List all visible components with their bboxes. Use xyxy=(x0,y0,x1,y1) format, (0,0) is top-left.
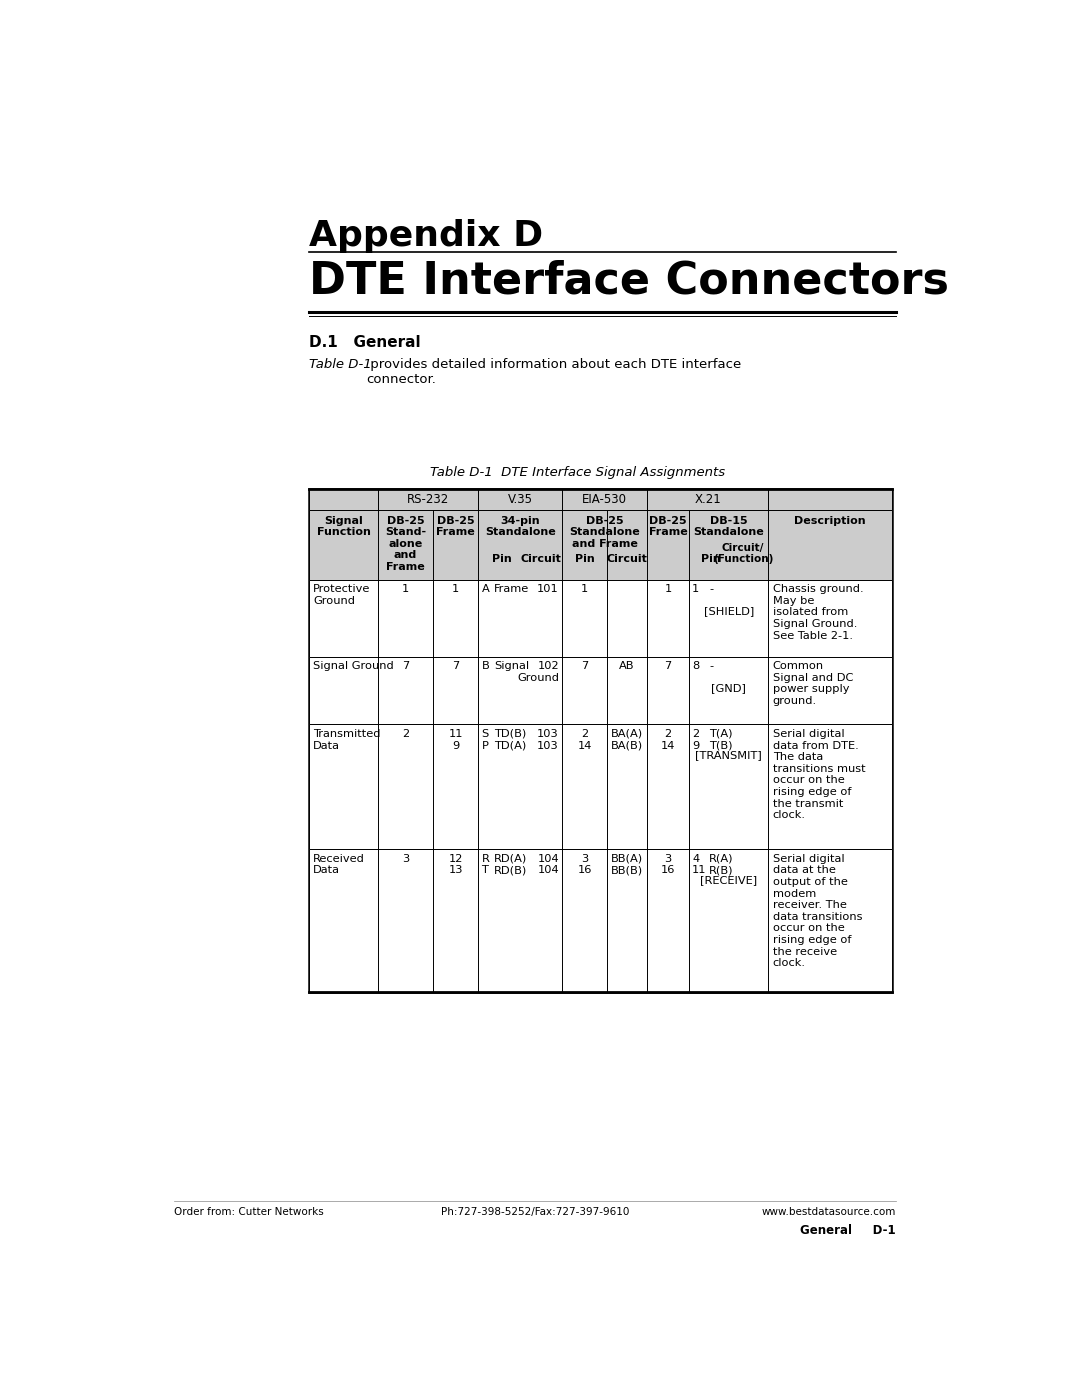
Text: 11
9: 11 9 xyxy=(448,729,463,750)
Text: Pin: Pin xyxy=(701,555,721,564)
Text: Frame: Frame xyxy=(494,584,529,594)
Text: A: A xyxy=(482,584,489,594)
Bar xyxy=(309,489,378,510)
Bar xyxy=(768,489,892,510)
Text: DB-25
Standalone
and Frame: DB-25 Standalone and Frame xyxy=(569,515,640,549)
Bar xyxy=(309,489,892,992)
Text: R(A)
R(B): R(A) R(B) xyxy=(710,854,733,876)
Text: V.35: V.35 xyxy=(508,493,532,506)
Text: Signal Ground: Signal Ground xyxy=(313,661,394,671)
Text: B: B xyxy=(482,661,489,671)
Text: 4
11: 4 11 xyxy=(692,854,706,876)
Text: R
T: R T xyxy=(482,854,489,876)
Bar xyxy=(378,489,478,510)
Text: www.bestdatasource.com: www.bestdatasource.com xyxy=(761,1207,896,1217)
Text: 1: 1 xyxy=(402,584,409,594)
Text: Serial digital
data at the
output of the
modem
receiver. The
data transitions
oc: Serial digital data at the output of the… xyxy=(773,854,862,968)
Text: DB-25
Frame: DB-25 Frame xyxy=(649,515,688,538)
Text: [TRANSMIT]: [TRANSMIT] xyxy=(696,750,762,760)
Text: X.21: X.21 xyxy=(694,493,721,506)
Text: DB-15
Standalone: DB-15 Standalone xyxy=(693,515,764,538)
Text: DTE Interface Connectors: DTE Interface Connectors xyxy=(309,260,949,302)
Text: 3
16: 3 16 xyxy=(578,854,592,876)
Text: 2
14: 2 14 xyxy=(661,729,675,750)
Text: 1: 1 xyxy=(581,584,589,594)
Text: EIA-530: EIA-530 xyxy=(582,493,627,506)
Text: RD(A)
RD(B): RD(A) RD(B) xyxy=(494,854,527,876)
Text: [SHIELD]: [SHIELD] xyxy=(703,606,754,616)
Text: provides detailed information about each DTE interface
connector.: provides detailed information about each… xyxy=(366,358,741,386)
Text: Common
Signal and DC
power supply
ground.: Common Signal and DC power supply ground… xyxy=(773,661,853,705)
Text: [RECEIVE]: [RECEIVE] xyxy=(700,876,757,886)
Text: 1: 1 xyxy=(692,584,700,594)
Text: 34-pin
Standalone: 34-pin Standalone xyxy=(485,515,555,538)
Bar xyxy=(309,510,892,580)
Text: 7: 7 xyxy=(664,661,672,671)
Text: BB(A)
BB(B): BB(A) BB(B) xyxy=(611,854,644,876)
Text: 2: 2 xyxy=(402,729,409,739)
Text: [GND]: [GND] xyxy=(712,683,746,693)
Text: Circuit: Circuit xyxy=(607,555,648,564)
Text: 8: 8 xyxy=(692,661,700,671)
Text: 104
104: 104 104 xyxy=(538,854,559,876)
Text: Circuit: Circuit xyxy=(521,555,562,564)
Text: RS-232: RS-232 xyxy=(407,493,449,506)
Text: AB: AB xyxy=(619,661,635,671)
Text: Received
Data: Received Data xyxy=(313,854,365,876)
Text: Serial digital
data from DTE.
The data
transitions must
occur on the
rising edge: Serial digital data from DTE. The data t… xyxy=(773,729,865,820)
Text: 1: 1 xyxy=(664,584,672,594)
Text: 1: 1 xyxy=(453,584,459,594)
Text: Appendix D: Appendix D xyxy=(309,219,543,253)
Text: 7: 7 xyxy=(581,661,589,671)
Text: 7: 7 xyxy=(402,661,409,671)
Text: -: - xyxy=(710,661,714,671)
Text: Protective
Ground: Protective Ground xyxy=(313,584,370,606)
Text: Circuit/
(Function): Circuit/ (Function) xyxy=(713,542,773,564)
Text: S
P: S P xyxy=(482,729,488,750)
Text: Signal: Signal xyxy=(494,661,529,671)
Text: 102
Ground: 102 Ground xyxy=(517,661,559,683)
Text: 3: 3 xyxy=(402,854,409,863)
Text: 101: 101 xyxy=(537,584,559,594)
Bar xyxy=(478,489,562,510)
Bar xyxy=(647,489,768,510)
Text: Chassis ground.
May be
isolated from
Signal Ground.
See Table 2-1.: Chassis ground. May be isolated from Sig… xyxy=(773,584,863,641)
Text: Signal
Function: Signal Function xyxy=(316,515,370,538)
Text: 3
16: 3 16 xyxy=(661,854,675,876)
Bar xyxy=(309,580,892,657)
Text: 2
9: 2 9 xyxy=(692,729,700,750)
Text: Pin: Pin xyxy=(491,555,512,564)
Text: 103
103: 103 103 xyxy=(537,729,559,750)
Text: 7: 7 xyxy=(453,661,459,671)
Text: D.1   General: D.1 General xyxy=(309,335,421,349)
Bar xyxy=(309,489,892,510)
Text: Pin: Pin xyxy=(575,555,594,564)
Text: Order from: Cutter Networks: Order from: Cutter Networks xyxy=(174,1207,324,1217)
Text: Transmitted
Data: Transmitted Data xyxy=(313,729,381,750)
Text: General     D-1: General D-1 xyxy=(800,1224,896,1238)
Bar xyxy=(309,849,892,992)
Text: -: - xyxy=(710,584,714,594)
Text: TD(B)
TD(A): TD(B) TD(A) xyxy=(494,729,526,750)
Text: 12
13: 12 13 xyxy=(448,854,463,876)
Text: Table D-1  DTE Interface Signal Assignments: Table D-1 DTE Interface Signal Assignmen… xyxy=(430,465,725,479)
Text: Ph:727-398-5252/Fax:727-397-9610: Ph:727-398-5252/Fax:727-397-9610 xyxy=(441,1207,629,1217)
Text: Description: Description xyxy=(795,515,866,525)
Text: BA(A)
BA(B): BA(A) BA(B) xyxy=(611,729,644,750)
Text: 2
14: 2 14 xyxy=(578,729,592,750)
Bar xyxy=(562,489,647,510)
Text: Table D-1: Table D-1 xyxy=(309,358,372,370)
Bar xyxy=(309,725,892,849)
Text: T(A)
T(B): T(A) T(B) xyxy=(710,729,732,750)
Text: DB-25
Frame: DB-25 Frame xyxy=(436,515,475,538)
Bar xyxy=(309,657,892,725)
Text: DB-25
Stand-
alone
and
Frame: DB-25 Stand- alone and Frame xyxy=(384,515,426,573)
